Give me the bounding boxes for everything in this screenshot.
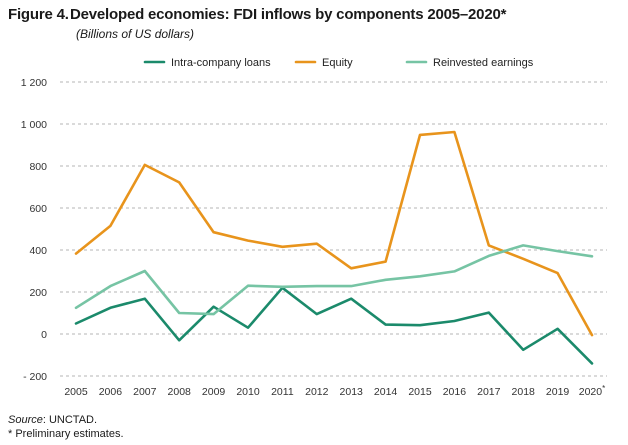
x-tick-label: 2019 (546, 386, 570, 398)
x-tick-label: 2020* (579, 384, 605, 398)
series-line-1 (74, 130, 594, 337)
series-line-2 (74, 244, 594, 316)
legend-label: Reinvested earnings (433, 57, 534, 69)
x-tick-label: 2011 (271, 386, 294, 398)
y-tick-label: 1 000 (21, 119, 47, 131)
chart-gridlines (60, 81, 607, 377)
y-tick-label: - 200 (23, 371, 47, 383)
source-note: Source: UNCTAD. (8, 414, 97, 426)
y-tick-label: 600 (29, 203, 47, 215)
x-tick-label: 2007 (133, 386, 157, 398)
chart-legend: Intra-company loans Equity Reinvested earn… (143, 57, 534, 69)
y-tick-label: 0 (41, 329, 47, 341)
figure-title: Figure 4.Developed economies: FDI inflow… (8, 6, 506, 23)
legend-label: Intra-company loans (171, 57, 271, 69)
y-tick-label: 1 200 (21, 77, 47, 89)
figure-number: Figure 4. (8, 6, 69, 23)
x-tick-label: 2014 (374, 386, 398, 398)
source-text: : UNCTAD. (42, 414, 98, 426)
x-tick-label: 2009 (202, 386, 226, 398)
x-tick-label: 2005 (64, 386, 88, 398)
source-label: Source (8, 414, 43, 426)
x-tick-label: 2013 (340, 386, 364, 398)
y-tick-label: 200 (29, 287, 47, 299)
y-axis: - 200 0 200 400 600 800 1 000 1 200 (21, 77, 47, 383)
figure-subtitle: (Billions of US dollars) (76, 27, 195, 41)
y-tick-label: 800 (29, 161, 47, 173)
x-tick-label: 2008 (168, 386, 192, 398)
series-line-0 (74, 286, 594, 365)
x-tick-label: 2017 (477, 386, 501, 398)
x-tick-asterisk: * (602, 384, 605, 393)
x-tick-label: 2010 (236, 386, 260, 398)
x-tick-label: 2015 (408, 386, 432, 398)
x-axis: 2005 2006 2007 2008 2009 2010 2011 2012 2013 2014… (64, 384, 605, 398)
y-tick-label: 400 (29, 245, 47, 257)
x-tick-label: 2012 (305, 386, 329, 398)
x-tick-label: 2006 (99, 386, 123, 398)
x-tick-label: 2016 (443, 386, 467, 398)
chart-series (74, 130, 594, 365)
figure-title-text: Developed economies: FDI inflows by comp… (70, 6, 507, 23)
x-tick-label: 2018 (512, 386, 536, 398)
legend-label: Equity (322, 57, 353, 69)
footnote: * Preliminary estimates. (8, 428, 124, 440)
